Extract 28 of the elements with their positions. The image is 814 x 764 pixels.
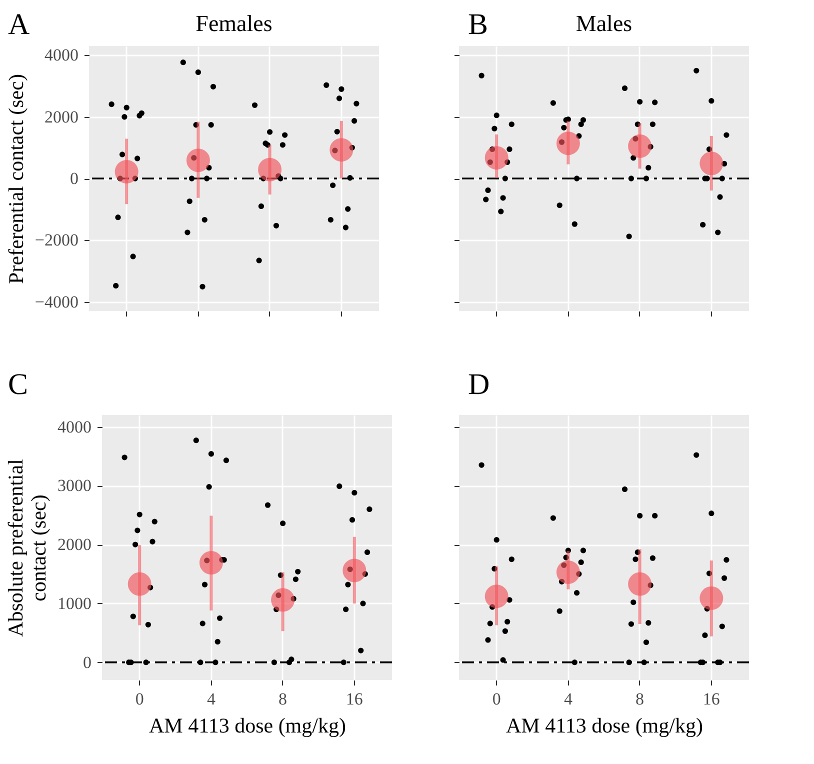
- y-tick-label: 4000: [44, 46, 78, 65]
- y-tick-label: 4000: [58, 417, 92, 436]
- y-axis-title: Preferential contact (sec): [4, 74, 28, 284]
- x-tick-label: 0: [135, 690, 144, 708]
- y-tick-label: 1000: [58, 594, 92, 613]
- y-tick-label: 2000: [58, 535, 92, 554]
- x-tick-label: 8: [636, 690, 644, 708]
- y-tick-label: 0: [83, 652, 92, 672]
- chart-title: Males: [576, 11, 632, 36]
- y-tick-label: 3000: [58, 476, 92, 496]
- text: A: [8, 8, 30, 42]
- x-tick-label: 0: [492, 690, 501, 708]
- x-tick-label: 8: [278, 690, 288, 708]
- text: B: [468, 8, 488, 42]
- chart-title: Females: [196, 11, 272, 36]
- y-tick-label: 0: [70, 169, 78, 188]
- x-tick-label: 16: [346, 690, 363, 708]
- text: C: [8, 368, 28, 402]
- y-axis-title: Absolute preferential contact (sec): [4, 458, 50, 637]
- y-tick-label: 2000: [44, 107, 78, 126]
- x-axis-title: AM 4113 dose (mg/kg): [149, 714, 346, 738]
- y-tick-label: −4000: [34, 292, 78, 312]
- x-tick-label: 4: [206, 690, 216, 708]
- x-tick-label: 16: [702, 690, 720, 708]
- x-axis-title: AM 4113 dose (mg/kg): [506, 714, 703, 738]
- text: D: [468, 368, 490, 402]
- x-tick-label: 4: [564, 690, 573, 708]
- y-tick-label: −2000: [34, 230, 78, 250]
